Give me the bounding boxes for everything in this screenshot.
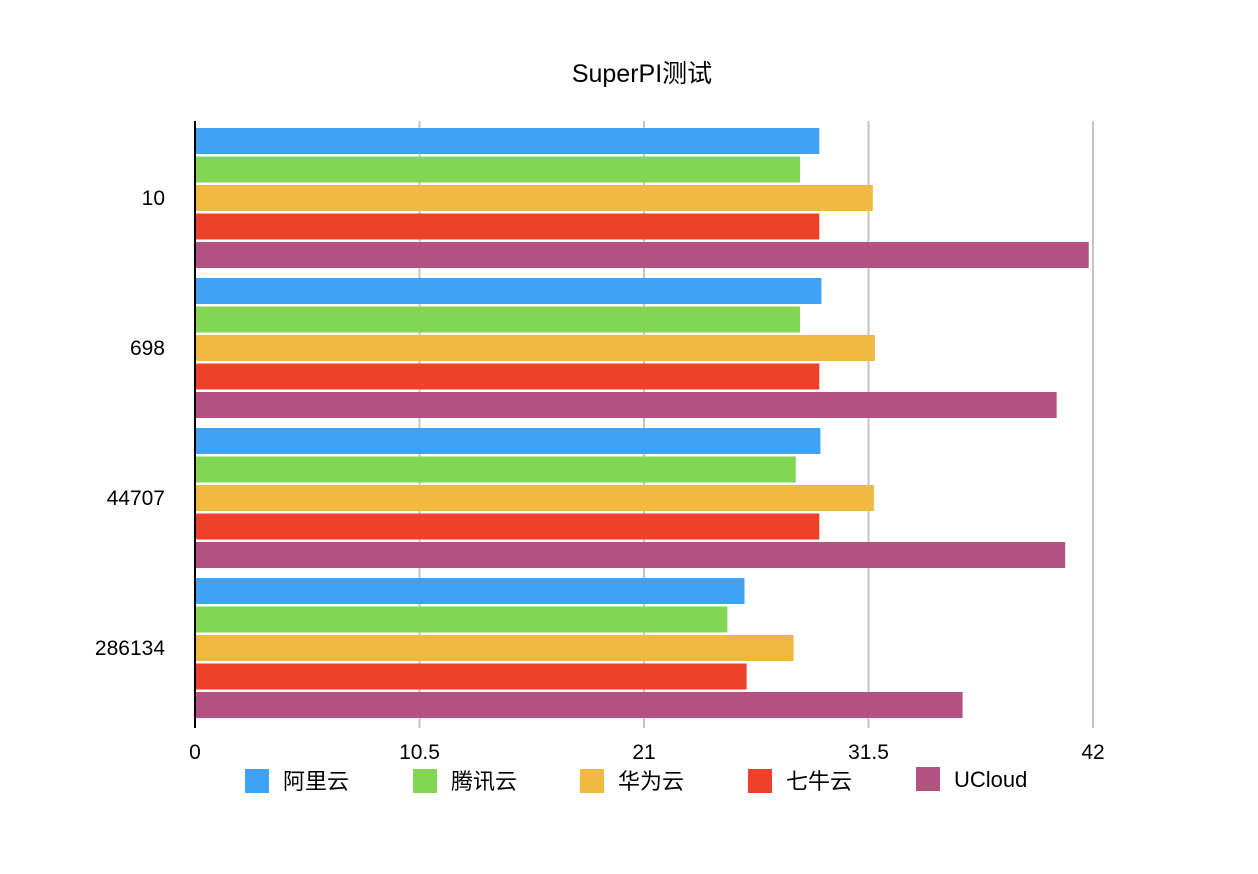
y-tick-label: 44707 bbox=[107, 487, 165, 510]
bar bbox=[195, 513, 820, 540]
legend-swatch bbox=[748, 769, 772, 793]
x-tick-label: 10.5 bbox=[399, 741, 440, 764]
y-tick-label: 10 bbox=[142, 187, 165, 210]
legend-label: 阿里云 bbox=[283, 769, 349, 794]
bar bbox=[195, 306, 801, 333]
bars bbox=[195, 128, 1089, 718]
legend-swatch bbox=[916, 767, 940, 791]
y-tick-label: 286134 bbox=[95, 637, 165, 660]
bar bbox=[195, 485, 874, 511]
y-tick-labels: 10 698 44707 286134 bbox=[95, 187, 165, 660]
bar bbox=[195, 392, 1057, 418]
bar bbox=[195, 635, 794, 661]
bar bbox=[195, 542, 1066, 568]
bar bbox=[195, 428, 821, 454]
legend-swatch bbox=[413, 769, 437, 793]
bar bbox=[195, 242, 1089, 268]
bar bbox=[195, 606, 728, 633]
legend-label: 腾讯云 bbox=[451, 769, 517, 794]
chart-title: SuperPI测试 bbox=[572, 60, 712, 88]
bar bbox=[195, 456, 796, 483]
legend: 阿里云 腾讯云 华为云 七牛云 UCloud bbox=[245, 767, 1027, 794]
legend-label: 华为云 bbox=[618, 769, 684, 794]
bar bbox=[195, 663, 747, 690]
bar bbox=[195, 128, 820, 154]
legend-swatch bbox=[580, 769, 604, 793]
legend-label: 七牛云 bbox=[786, 769, 852, 794]
y-tick-label: 698 bbox=[130, 337, 165, 360]
bar bbox=[195, 692, 963, 718]
bar bbox=[195, 185, 873, 211]
x-tick-label: 42 bbox=[1081, 741, 1104, 764]
legend-swatch bbox=[245, 769, 269, 793]
x-tick-label: 21 bbox=[632, 741, 655, 764]
bar bbox=[195, 213, 820, 240]
bar bbox=[195, 578, 745, 604]
bar bbox=[195, 278, 822, 304]
x-tick-label: 31.5 bbox=[848, 741, 889, 764]
bar bbox=[195, 156, 801, 183]
x-tick-label: 0 bbox=[189, 741, 201, 764]
legend-label: UCloud bbox=[954, 767, 1027, 792]
x-tick-labels: 0 10.5 21 31.5 42 bbox=[189, 741, 1105, 764]
bar bbox=[195, 363, 820, 390]
bar bbox=[195, 335, 875, 361]
